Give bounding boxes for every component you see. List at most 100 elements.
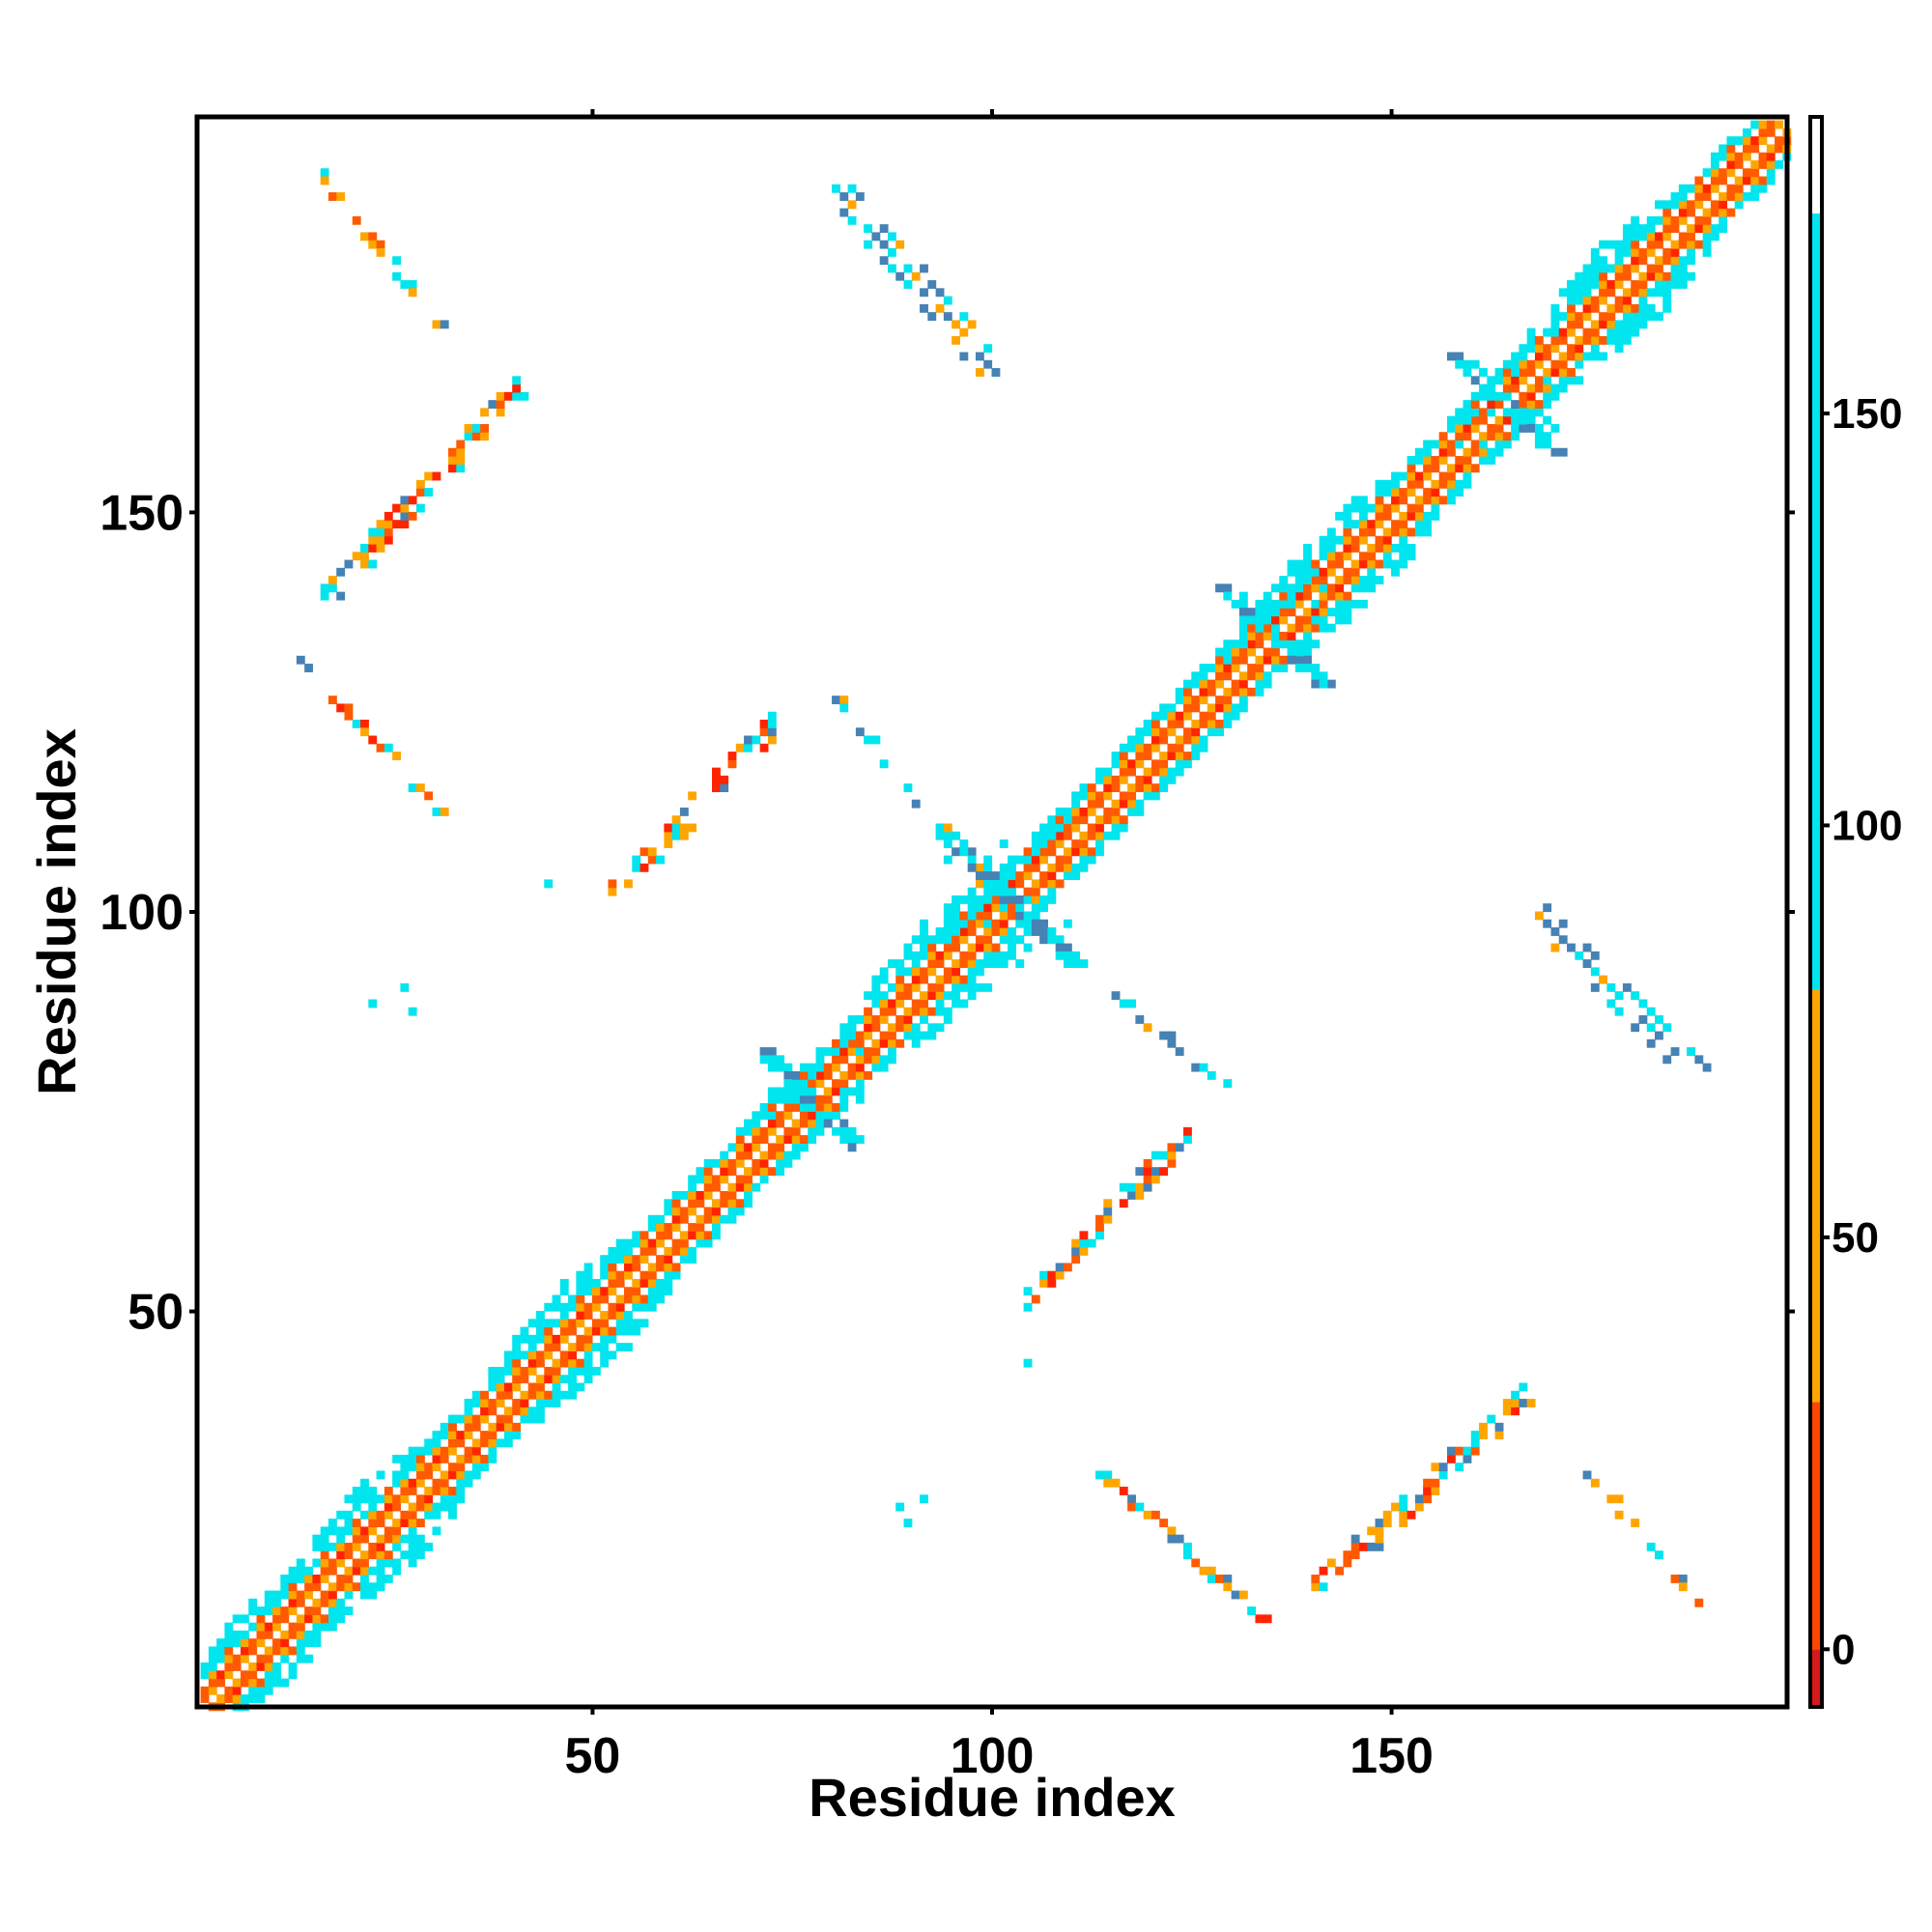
heatmap-cell <box>1263 599 1272 609</box>
heatmap-cell <box>1622 312 1632 322</box>
heatmap-cell <box>615 1311 625 1320</box>
heatmap-cell <box>1567 320 1576 329</box>
heatmap-cell <box>759 1158 769 1168</box>
heatmap-cell <box>943 1015 952 1024</box>
heatmap-cell <box>1119 1199 1128 1208</box>
heatmap-cell <box>600 1270 610 1280</box>
heatmap-cell <box>1575 320 1584 329</box>
heatmap-cell <box>1662 256 1672 266</box>
heatmap-cell <box>1694 215 1704 225</box>
heatmap-cell <box>927 943 937 952</box>
heatmap-cell <box>1047 839 1057 848</box>
heatmap-cell <box>1087 847 1096 857</box>
heatmap-cell <box>1678 271 1688 281</box>
heatmap-cell <box>1127 735 1136 745</box>
heatmap-cell <box>1734 200 1744 210</box>
heatmap-cell <box>1638 320 1648 329</box>
heatmap-cell <box>344 1510 354 1520</box>
heatmap-cell <box>344 1582 354 1592</box>
heatmap-cell <box>1087 831 1096 840</box>
heatmap-cell <box>1631 232 1640 242</box>
heatmap-cell <box>664 1223 673 1232</box>
heatmap-cell <box>1008 879 1016 889</box>
heatmap-cell <box>1255 599 1264 609</box>
heatmap-cell <box>1638 999 1648 1009</box>
heatmap-cell <box>943 935 952 945</box>
heatmap-cell <box>871 1015 881 1024</box>
heatmap-cell <box>368 544 378 553</box>
heatmap-cell <box>1095 847 1104 857</box>
heatmap-cell <box>1391 520 1400 529</box>
heatmap-cell <box>991 903 1001 913</box>
heatmap-cell <box>1095 823 1104 833</box>
heatmap-cell <box>624 1319 633 1328</box>
heatmap-cell <box>1567 288 1576 298</box>
heatmap-cell <box>424 1463 434 1472</box>
heatmap-cell <box>1294 623 1304 633</box>
heatmap-cell <box>1678 1575 1688 1583</box>
heatmap-cell <box>1199 743 1208 753</box>
heatmap-cell <box>1127 759 1136 769</box>
heatmap-cell <box>1039 855 1048 865</box>
heatmap-cell <box>712 1207 721 1216</box>
heatmap-cell <box>1271 647 1280 657</box>
heatmap-cell <box>1455 440 1464 449</box>
heatmap-cell <box>664 1246 673 1256</box>
heatmap-cell <box>1215 583 1224 593</box>
heatmap-cell <box>1326 623 1336 633</box>
heatmap-cell <box>480 1406 489 1416</box>
heatmap-cell <box>1159 1519 1169 1527</box>
heatmap-cell <box>959 911 969 921</box>
heatmap-cell <box>712 1199 721 1208</box>
heatmap-cell <box>639 1238 649 1248</box>
heatmap-cell <box>703 1158 713 1168</box>
heatmap-cell <box>1255 655 1264 665</box>
heatmap-cell <box>296 1622 305 1632</box>
heatmap-cell <box>1319 1566 1328 1576</box>
heatmap-cell <box>911 799 921 809</box>
heatmap-cell <box>352 1494 361 1504</box>
heatmap-cell <box>1622 327 1632 337</box>
heatmap-cell <box>1710 208 1719 217</box>
heatmap-cell <box>1055 863 1065 872</box>
heatmap-cell <box>1582 327 1592 337</box>
heatmap-cell <box>600 1334 610 1344</box>
heatmap-cell <box>903 1519 913 1527</box>
heatmap-cell <box>999 951 1009 960</box>
heatmap-cell <box>1215 655 1224 665</box>
heatmap-cell <box>895 975 905 984</box>
heatmap-cell <box>296 1630 305 1639</box>
heatmap-cell <box>376 1470 385 1480</box>
heatmap-cell <box>376 1534 385 1544</box>
heatmap-cell <box>903 1031 913 1040</box>
heatmap-cell <box>392 1542 402 1551</box>
heatmap-cell <box>1567 344 1576 354</box>
heatmap-cell <box>1558 327 1568 337</box>
heatmap-cell <box>1526 327 1536 337</box>
heatmap-cell <box>1646 1542 1656 1551</box>
heatmap-cell <box>1008 903 1016 913</box>
heatmap-cell <box>1023 919 1033 928</box>
heatmap-cell <box>1406 527 1416 537</box>
heatmap-cell <box>823 1094 833 1104</box>
heatmap-cell <box>568 1375 577 1384</box>
heatmap-cell <box>360 559 369 569</box>
heatmap-cell <box>1479 456 1488 465</box>
heatmap-cell <box>320 168 329 178</box>
heatmap-cell <box>664 831 673 840</box>
heatmap-cell <box>384 1575 393 1583</box>
heatmap-cell <box>1175 759 1184 769</box>
heatmap-cell <box>448 447 457 457</box>
heatmap-cell <box>744 1191 753 1200</box>
heatmap-cell <box>1502 432 1512 441</box>
heatmap-cell <box>839 1119 849 1128</box>
heatmap-cell <box>392 1470 402 1480</box>
heatmap-cell <box>496 1422 505 1432</box>
heatmap-cell <box>1263 623 1272 633</box>
heatmap-cell <box>791 1094 801 1104</box>
heatmap-cell <box>464 1414 473 1424</box>
heatmap-cell <box>791 1087 801 1096</box>
heatmap-cell <box>1031 855 1040 865</box>
heatmap-cell <box>1758 176 1768 185</box>
heatmap-cell <box>568 1343 577 1352</box>
